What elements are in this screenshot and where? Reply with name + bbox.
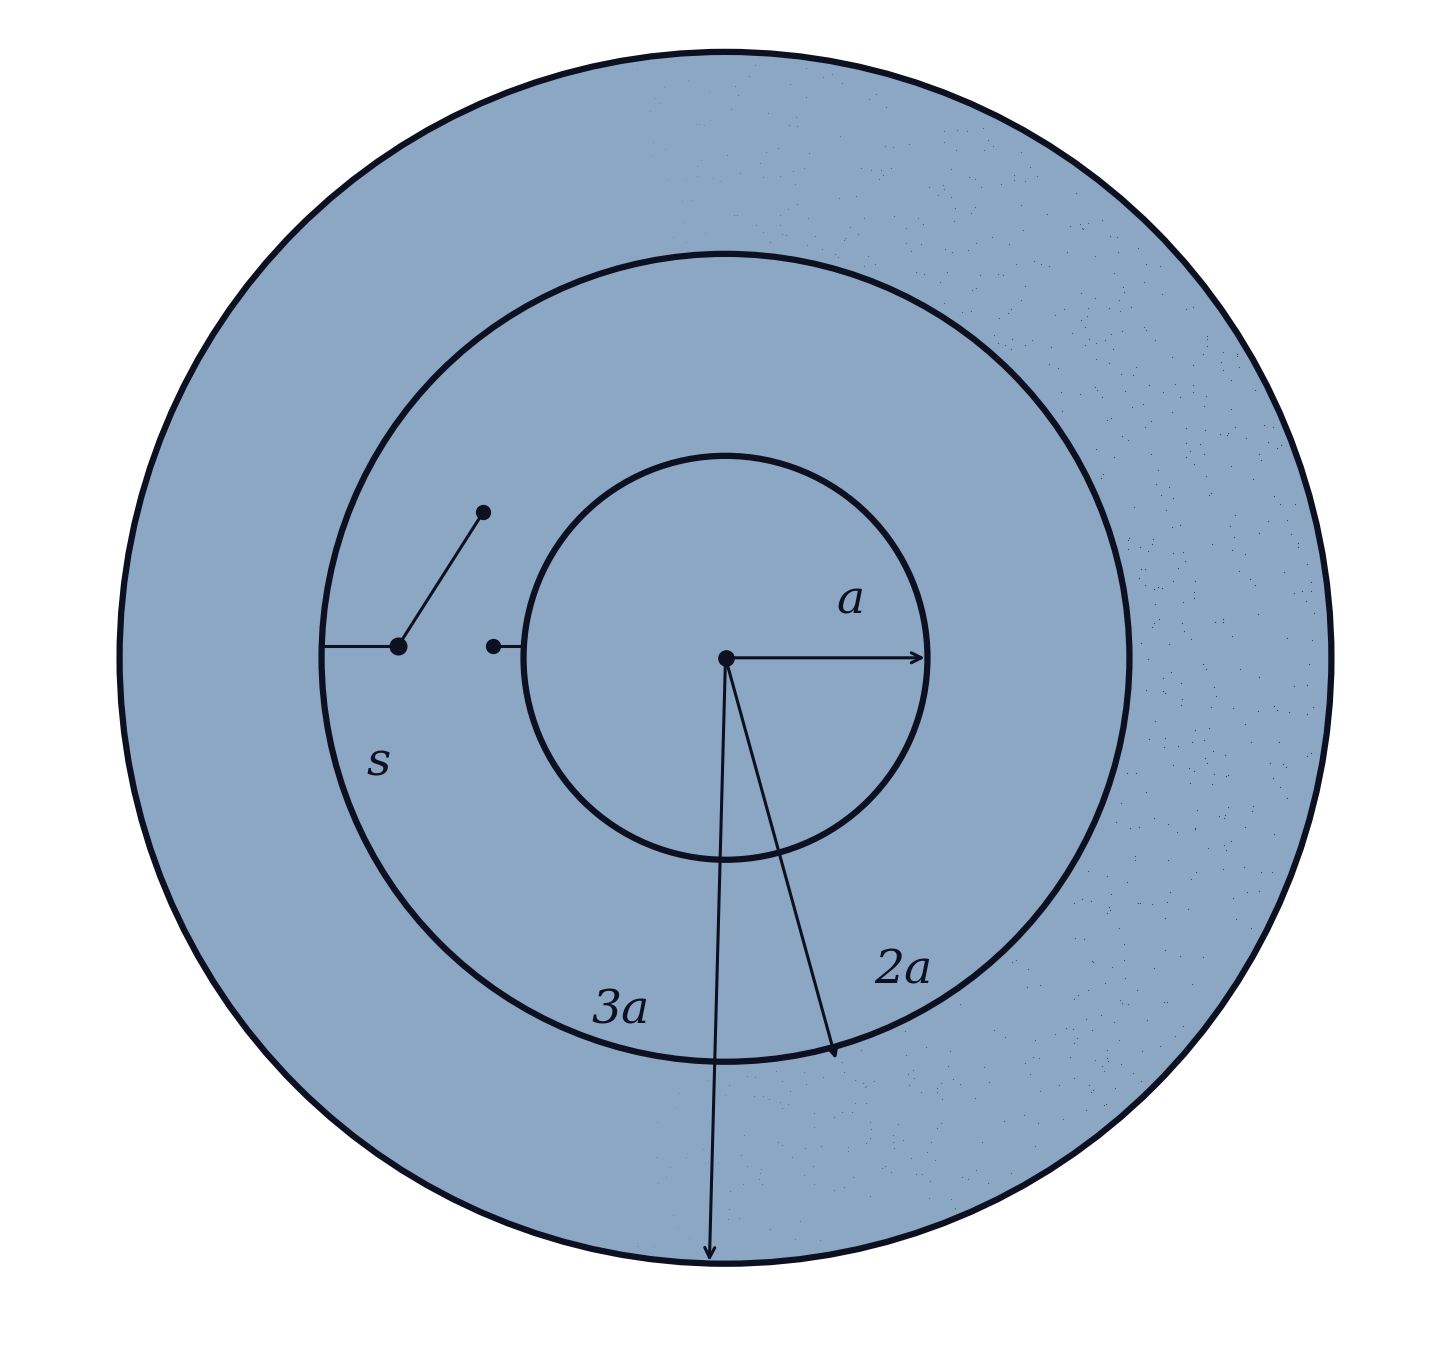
Text: 3a: 3a bbox=[592, 989, 650, 1033]
Text: a: a bbox=[837, 579, 865, 624]
Circle shape bbox=[322, 254, 1129, 1062]
Circle shape bbox=[524, 456, 927, 860]
Circle shape bbox=[119, 52, 1332, 1264]
Text: s: s bbox=[366, 740, 390, 785]
Text: 2a: 2a bbox=[874, 948, 933, 994]
